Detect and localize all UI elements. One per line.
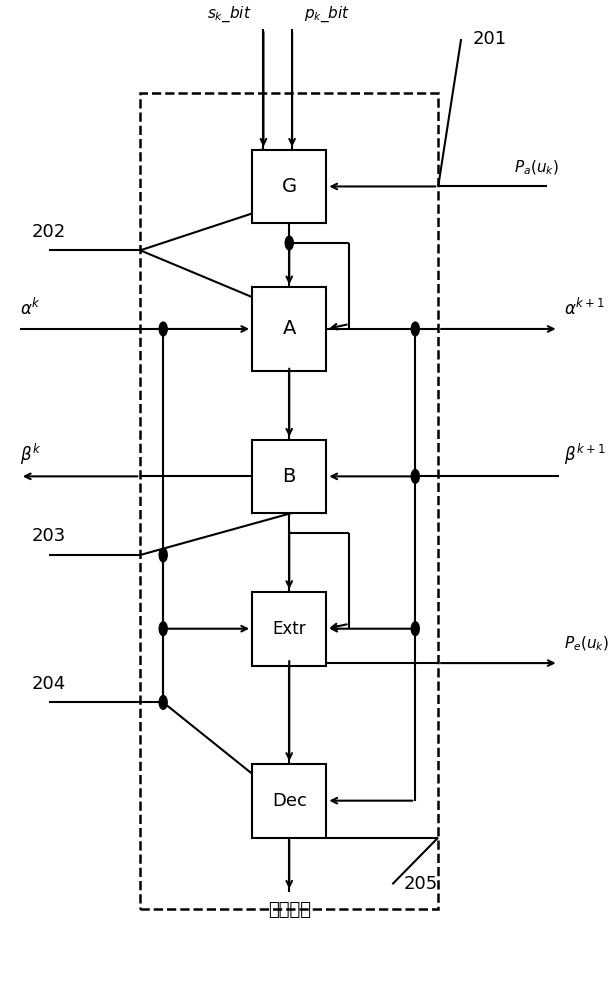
Text: 205: 205 [404, 875, 438, 893]
Text: B: B [282, 467, 296, 486]
Circle shape [411, 469, 419, 483]
Circle shape [411, 622, 419, 636]
Circle shape [159, 548, 167, 562]
Text: $P_a(u_k)$: $P_a(u_k)$ [513, 158, 559, 177]
Text: $\beta^k$: $\beta^k$ [20, 441, 41, 467]
Text: G: G [282, 177, 297, 196]
Text: 202: 202 [31, 223, 66, 241]
Circle shape [159, 696, 167, 709]
Text: $s_k\_bit$: $s_k\_bit$ [208, 5, 252, 24]
Text: $\beta^{k+1}$: $\beta^{k+1}$ [564, 441, 605, 467]
Text: $P_e(u_k)$: $P_e(u_k)$ [564, 635, 609, 653]
Bar [140, 93, 438, 909]
Bar [252, 150, 327, 223]
Circle shape [411, 322, 419, 336]
Circle shape [159, 622, 167, 636]
Bar [252, 592, 327, 666]
Circle shape [159, 322, 167, 336]
Bar [252, 440, 327, 513]
Text: $p_k\_bit$: $p_k\_bit$ [303, 5, 350, 24]
Text: 204: 204 [31, 675, 66, 693]
Text: A: A [282, 319, 296, 338]
Text: Dec: Dec [272, 792, 306, 810]
Text: 201: 201 [473, 30, 507, 48]
Bar [252, 764, 327, 838]
Text: $\alpha^k$: $\alpha^k$ [20, 298, 41, 319]
Text: $\alpha^{k+1}$: $\alpha^{k+1}$ [564, 298, 605, 319]
Text: 203: 203 [31, 527, 66, 545]
Text: Extr: Extr [273, 620, 306, 638]
Circle shape [286, 236, 293, 250]
Text: 译码比特: 译码比特 [268, 901, 311, 919]
Bar [252, 287, 327, 371]
